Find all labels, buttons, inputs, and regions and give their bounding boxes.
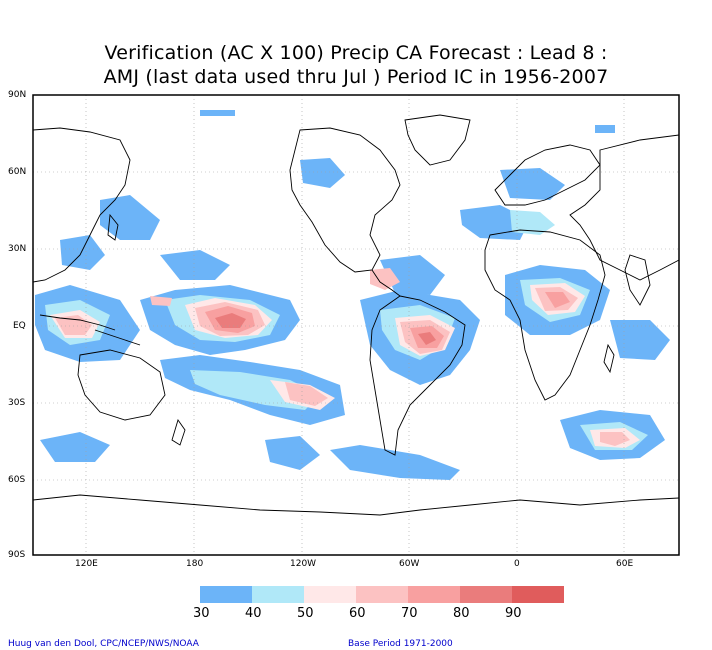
lon-label-180: 180: [186, 559, 204, 569]
lat-label-60s: 60S: [8, 475, 26, 485]
coastlines: [33, 114, 679, 516]
legend-label-40: 40: [245, 606, 262, 621]
map-frame: [32, 94, 680, 556]
legend-swatch-5: [408, 586, 460, 603]
legend-swatch-1: [200, 586, 252, 603]
legend-label-90: 90: [505, 606, 522, 621]
legend-swatch-2: [252, 586, 304, 603]
legend-label-80: 80: [453, 606, 470, 621]
title-line-1: Verification (AC X 100) Precip CA Foreca…: [104, 42, 608, 64]
shaded-skill-areas: [35, 110, 670, 480]
lon-label-0: 0: [514, 559, 520, 569]
legend-label-30: 30: [193, 606, 210, 621]
lat-label-90n: 90N: [8, 90, 27, 100]
lon-label-120w: 120W: [290, 559, 317, 569]
title-line-2: AMJ (last data used thru Jul ) Period IC…: [103, 66, 609, 88]
legend-swatch-3: [304, 586, 356, 603]
lon-label-60w: 60W: [399, 559, 420, 569]
legend-swatch-6: [460, 586, 512, 603]
legend-label-70: 70: [401, 606, 418, 621]
legend-label-60: 60: [349, 606, 366, 621]
footer-author: Huug van den Dool, CPC/NCEP/NWS/NOAA: [8, 639, 199, 649]
legend-swatch-7: [512, 586, 564, 603]
lon-label-60e: 60E: [616, 559, 634, 569]
grid-lines: [33, 95, 679, 555]
lon-label-120e: 120E: [75, 559, 98, 569]
footer-base-period: Base Period 1971-2000: [348, 639, 453, 649]
lat-label-eq: EQ: [13, 321, 26, 331]
legend-swatch-4: [356, 586, 408, 603]
lat-label-90s: 90S: [8, 550, 26, 560]
lat-label-30n: 30N: [8, 244, 27, 254]
legend-label-50: 50: [297, 606, 314, 621]
lat-label-60n: 60N: [8, 167, 27, 177]
lat-label-30s: 30S: [8, 398, 26, 408]
